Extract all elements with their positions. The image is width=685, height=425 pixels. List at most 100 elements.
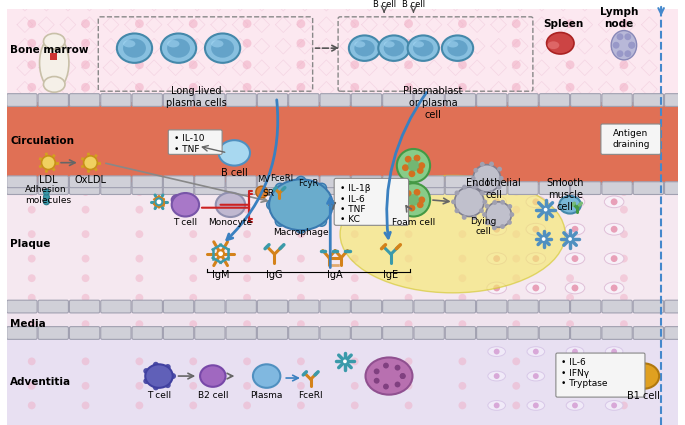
Circle shape — [81, 19, 90, 28]
Circle shape — [628, 42, 635, 48]
Circle shape — [616, 50, 623, 57]
FancyBboxPatch shape — [664, 94, 685, 106]
Ellipse shape — [354, 41, 365, 48]
Circle shape — [170, 373, 176, 379]
Circle shape — [620, 230, 628, 238]
Circle shape — [458, 188, 466, 196]
Circle shape — [405, 188, 412, 196]
Circle shape — [611, 255, 618, 262]
Circle shape — [479, 190, 484, 196]
FancyBboxPatch shape — [539, 300, 570, 313]
Ellipse shape — [384, 41, 395, 48]
Circle shape — [616, 33, 623, 40]
Circle shape — [572, 402, 578, 408]
Circle shape — [628, 42, 635, 48]
Circle shape — [566, 83, 575, 92]
Circle shape — [408, 170, 415, 177]
Ellipse shape — [604, 253, 624, 264]
Ellipse shape — [526, 253, 546, 264]
FancyBboxPatch shape — [633, 94, 664, 106]
Circle shape — [82, 255, 90, 263]
Circle shape — [416, 167, 423, 174]
Circle shape — [297, 60, 306, 69]
FancyBboxPatch shape — [132, 182, 162, 195]
Text: B cell: B cell — [373, 0, 396, 9]
Circle shape — [297, 83, 306, 92]
Circle shape — [566, 255, 574, 263]
Circle shape — [136, 274, 143, 282]
Ellipse shape — [488, 347, 506, 357]
Circle shape — [620, 320, 628, 328]
Circle shape — [533, 402, 539, 408]
Circle shape — [571, 285, 578, 292]
Circle shape — [351, 255, 359, 263]
FancyBboxPatch shape — [334, 178, 408, 225]
Circle shape — [419, 162, 425, 169]
Ellipse shape — [526, 224, 546, 235]
Ellipse shape — [606, 371, 623, 381]
Text: FceRI: FceRI — [270, 174, 293, 183]
Circle shape — [414, 155, 421, 162]
FancyBboxPatch shape — [414, 300, 445, 313]
Circle shape — [566, 357, 574, 366]
FancyBboxPatch shape — [445, 300, 475, 313]
FancyBboxPatch shape — [226, 176, 256, 187]
Circle shape — [189, 39, 198, 48]
Ellipse shape — [547, 32, 574, 54]
Circle shape — [28, 382, 36, 390]
FancyBboxPatch shape — [477, 327, 507, 339]
Circle shape — [297, 230, 305, 238]
Text: B cell: B cell — [221, 167, 248, 178]
Circle shape — [416, 201, 423, 208]
FancyBboxPatch shape — [351, 327, 382, 339]
Text: B2 cell: B2 cell — [197, 391, 228, 400]
FancyBboxPatch shape — [383, 300, 413, 313]
FancyBboxPatch shape — [69, 182, 100, 195]
Circle shape — [508, 204, 512, 209]
Text: T cell: T cell — [173, 218, 197, 227]
Circle shape — [512, 255, 520, 263]
Circle shape — [243, 382, 251, 390]
FancyBboxPatch shape — [383, 182, 413, 195]
Bar — [8, 185, 677, 309]
Circle shape — [405, 294, 412, 302]
Circle shape — [189, 83, 198, 92]
Circle shape — [620, 206, 628, 214]
Circle shape — [136, 294, 143, 302]
Text: • IL-1β
• IL-6
• TNF
• KC: • IL-1β • IL-6 • TNF • KC — [340, 184, 371, 224]
Text: • IL-6
• IFNγ
• Tryptase: • IL-6 • IFNγ • Tryptase — [561, 358, 608, 388]
Circle shape — [571, 226, 578, 232]
FancyBboxPatch shape — [288, 176, 319, 187]
FancyBboxPatch shape — [132, 94, 162, 106]
Ellipse shape — [378, 35, 410, 61]
FancyBboxPatch shape — [132, 327, 162, 339]
Circle shape — [405, 320, 412, 328]
Circle shape — [408, 160, 419, 171]
FancyBboxPatch shape — [164, 176, 194, 187]
FancyBboxPatch shape — [320, 327, 350, 339]
Ellipse shape — [566, 347, 584, 357]
Ellipse shape — [488, 371, 506, 381]
Circle shape — [297, 274, 305, 282]
FancyBboxPatch shape — [226, 327, 256, 339]
Circle shape — [625, 33, 632, 40]
Circle shape — [507, 220, 512, 225]
FancyBboxPatch shape — [288, 94, 319, 106]
Circle shape — [189, 382, 197, 390]
Ellipse shape — [172, 195, 184, 205]
Circle shape — [275, 183, 285, 193]
FancyBboxPatch shape — [288, 300, 319, 313]
Circle shape — [404, 39, 413, 48]
Circle shape — [297, 357, 305, 366]
FancyBboxPatch shape — [258, 327, 288, 339]
Circle shape — [499, 176, 503, 181]
Circle shape — [512, 230, 520, 238]
Circle shape — [82, 274, 90, 282]
Circle shape — [566, 206, 574, 214]
Text: Foam cell: Foam cell — [392, 218, 435, 227]
FancyBboxPatch shape — [445, 327, 475, 339]
Circle shape — [497, 167, 502, 172]
Circle shape — [472, 184, 477, 190]
Circle shape — [28, 255, 36, 263]
Circle shape — [400, 373, 406, 379]
